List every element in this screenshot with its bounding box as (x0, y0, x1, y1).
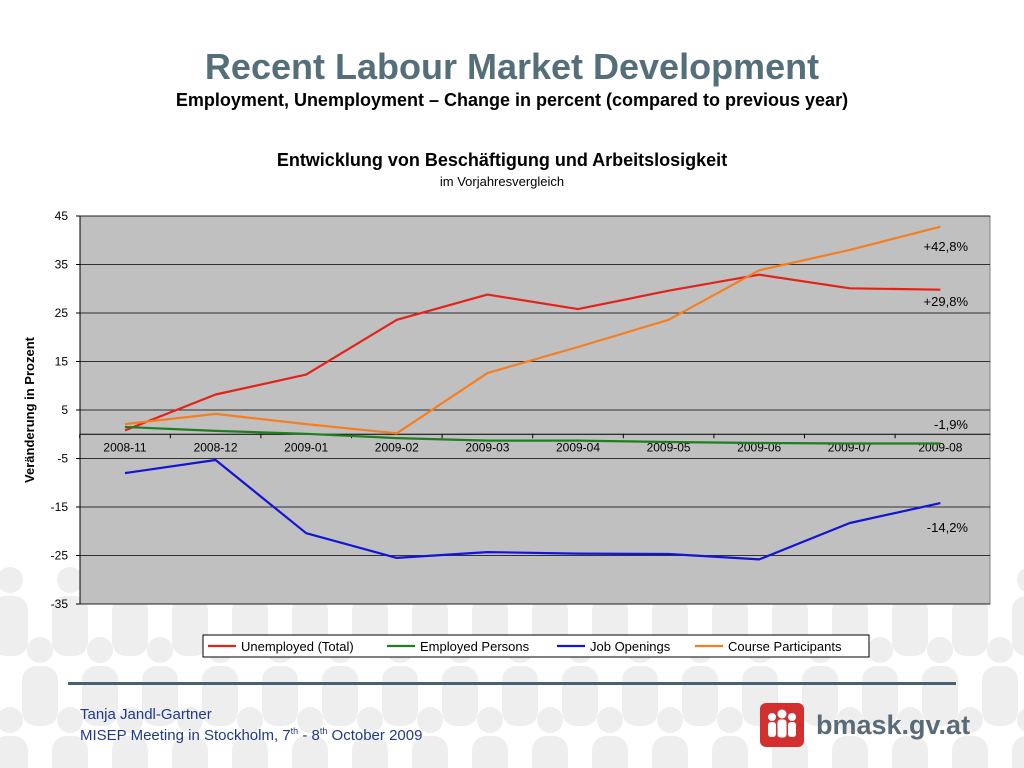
series-line (124, 225, 941, 435)
data-label: -14,2% (927, 520, 969, 535)
footer-divider (68, 682, 956, 685)
series-line (124, 458, 941, 561)
chart-subtitle: im Vorjahresvergleich (440, 174, 564, 189)
x-tick-label: 2009-02 (375, 440, 419, 454)
y-tick-label: 35 (55, 258, 69, 272)
chart-title: Entwicklung von Beschäftigung und Arbeit… (277, 150, 727, 170)
meeting-sup-2: th (319, 726, 328, 736)
x-tick-label: 2009-01 (284, 440, 328, 454)
legend-box (202, 634, 870, 658)
x-tick-label: 2008-11 (103, 440, 146, 454)
y-tick-label: -5 (57, 452, 68, 466)
logo-text: bmask.gv.at (816, 710, 971, 740)
data-label: +42,8% (924, 239, 969, 254)
meeting-text-pre: MISEP Meeting in Stockholm, 7 (80, 727, 291, 744)
x-tick-label: 2008-12 (194, 440, 238, 454)
legend-label: Employed Persons (420, 639, 530, 654)
y-tick-label: 5 (61, 403, 68, 417)
meeting-sup-1: th (290, 726, 299, 736)
x-tick-label: 2009-05 (647, 440, 691, 454)
y-tick-label: 45 (55, 209, 69, 223)
footer-author: Tanja Jandl-Gartner (80, 706, 212, 723)
legend-label: Job Openings (590, 639, 671, 654)
meeting-text-mid: - 8 (298, 727, 320, 744)
people-group-icon (760, 703, 804, 747)
x-tick-label: 2009-03 (465, 440, 509, 454)
slide-subtitle: Employment, Unemployment – Change in per… (175, 90, 849, 110)
meeting-text-post: October 2009 (327, 727, 423, 744)
legend-label: Unemployed (Total) (241, 639, 354, 654)
y-tick-label: 15 (55, 355, 69, 369)
series-line (124, 273, 941, 432)
x-tick-label: 2009-08 (918, 440, 962, 454)
legend-label: Course Participants (728, 639, 842, 654)
y-tick-label: 25 (55, 306, 69, 320)
slide-title: Recent Labour Market Development (204, 46, 820, 87)
series-line (124, 425, 941, 445)
y-tick-label: -15 (51, 500, 69, 514)
data-label: -1,9% (934, 417, 968, 432)
x-tick-label: 2009-04 (556, 440, 600, 454)
footer-meeting: MISEP Meeting in Stockholm, 7th - 8th Oc… (80, 726, 422, 744)
chart-legend: Unemployed (Total) Employed Persons Job Op… (202, 634, 870, 658)
data-label: +29,8% (924, 294, 969, 309)
y-axis-label: Veränderung in Prozent (22, 336, 37, 483)
y-tick-label: -25 (51, 549, 69, 563)
y-tick-label: -35 (51, 597, 69, 611)
